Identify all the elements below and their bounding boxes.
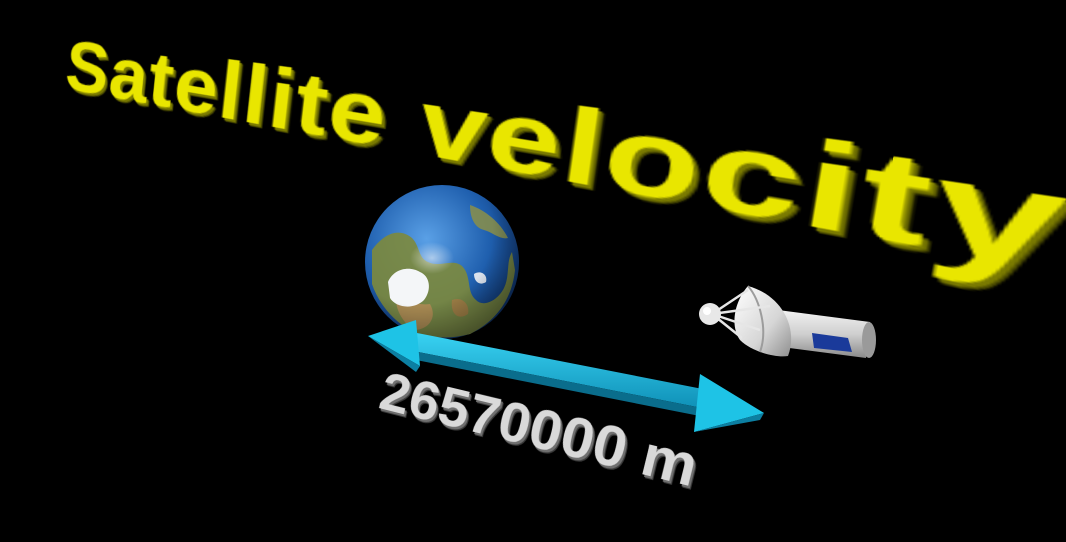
simulation-scene: Satellite velocity = 1500 m/s 26570000 m	[0, 0, 1066, 542]
